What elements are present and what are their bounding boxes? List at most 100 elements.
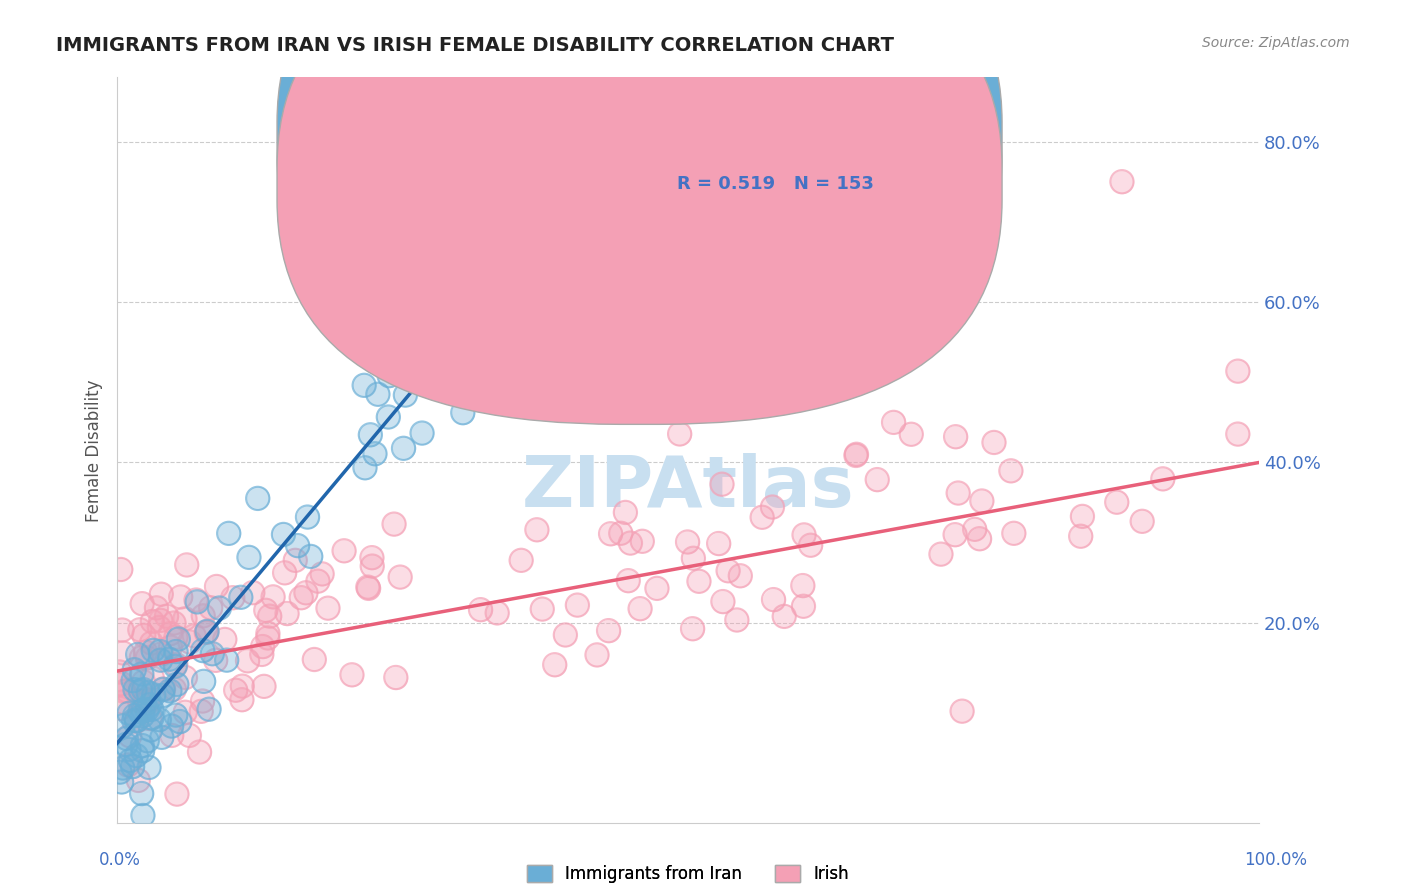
Point bbox=[167, 632, 190, 646]
Point bbox=[773, 609, 796, 624]
Point bbox=[730, 568, 752, 582]
Point bbox=[111, 695, 134, 709]
Point bbox=[246, 491, 269, 506]
Point bbox=[160, 719, 183, 733]
Point bbox=[108, 701, 131, 715]
Point bbox=[599, 526, 621, 541]
Point bbox=[150, 647, 173, 661]
Point bbox=[761, 500, 783, 514]
Point bbox=[554, 628, 576, 642]
Point bbox=[111, 761, 134, 775]
Point bbox=[141, 711, 163, 725]
Point bbox=[139, 723, 162, 737]
Point bbox=[163, 615, 186, 630]
Point bbox=[115, 738, 138, 752]
Point bbox=[479, 312, 502, 326]
Point bbox=[628, 601, 651, 615]
Point bbox=[1071, 509, 1094, 524]
Point bbox=[159, 626, 181, 640]
Point bbox=[125, 714, 148, 728]
Point bbox=[208, 601, 231, 615]
Point bbox=[218, 526, 240, 541]
Point bbox=[111, 677, 134, 691]
Point bbox=[145, 600, 167, 615]
Point bbox=[711, 594, 734, 608]
Point bbox=[382, 517, 405, 532]
Point bbox=[353, 378, 375, 392]
Point bbox=[983, 435, 1005, 450]
Point bbox=[193, 674, 215, 689]
Point bbox=[792, 578, 814, 592]
Point bbox=[186, 595, 208, 609]
Point bbox=[531, 602, 554, 616]
Point bbox=[614, 505, 637, 519]
Text: R = 0.519   N = 153: R = 0.519 N = 153 bbox=[676, 175, 873, 194]
Point bbox=[128, 694, 150, 708]
Point bbox=[179, 635, 201, 649]
Point bbox=[111, 677, 134, 691]
Point bbox=[110, 562, 132, 576]
Point bbox=[215, 653, 238, 667]
Point bbox=[176, 558, 198, 572]
Point bbox=[970, 494, 993, 508]
Point bbox=[174, 705, 197, 719]
Point bbox=[108, 665, 131, 679]
Point bbox=[631, 534, 654, 549]
Point bbox=[751, 510, 773, 524]
Point bbox=[139, 698, 162, 712]
Point bbox=[195, 625, 218, 640]
Point bbox=[122, 673, 145, 688]
Point bbox=[139, 712, 162, 726]
Point bbox=[526, 523, 548, 537]
Point bbox=[132, 808, 155, 822]
Point bbox=[273, 566, 295, 580]
Point bbox=[152, 682, 174, 697]
Point bbox=[195, 624, 218, 639]
Point bbox=[195, 625, 218, 640]
Point bbox=[307, 574, 329, 589]
Point bbox=[208, 601, 231, 615]
Point bbox=[179, 635, 201, 649]
Point bbox=[157, 652, 180, 666]
Point bbox=[340, 668, 363, 682]
Point bbox=[141, 702, 163, 716]
Point bbox=[148, 620, 170, 634]
Point bbox=[378, 368, 401, 383]
Point bbox=[299, 549, 322, 564]
Point bbox=[1226, 427, 1249, 442]
Point bbox=[554, 628, 576, 642]
Point bbox=[204, 653, 226, 667]
Point bbox=[149, 644, 172, 658]
Point bbox=[136, 733, 159, 747]
Point bbox=[1000, 464, 1022, 478]
Point bbox=[165, 631, 187, 645]
Point bbox=[367, 387, 389, 401]
Point bbox=[159, 640, 181, 655]
Point bbox=[118, 706, 141, 721]
Point bbox=[1130, 514, 1153, 528]
Point bbox=[401, 370, 423, 384]
Point bbox=[120, 754, 142, 768]
Point bbox=[129, 705, 152, 719]
Point bbox=[883, 416, 905, 430]
Point bbox=[598, 624, 620, 638]
Point bbox=[142, 643, 165, 657]
Point bbox=[929, 547, 952, 561]
Point bbox=[257, 626, 280, 640]
Point bbox=[132, 703, 155, 717]
Point bbox=[668, 427, 690, 442]
Point bbox=[198, 702, 221, 716]
Point bbox=[231, 692, 253, 706]
Point bbox=[152, 689, 174, 703]
Point bbox=[135, 645, 157, 659]
Point bbox=[142, 688, 165, 702]
Point bbox=[717, 564, 740, 578]
Point bbox=[111, 761, 134, 775]
Point bbox=[717, 564, 740, 578]
Point bbox=[125, 714, 148, 728]
Point bbox=[183, 629, 205, 643]
Point bbox=[131, 651, 153, 665]
Point bbox=[136, 733, 159, 747]
Point bbox=[359, 427, 381, 442]
FancyBboxPatch shape bbox=[277, 0, 1002, 425]
